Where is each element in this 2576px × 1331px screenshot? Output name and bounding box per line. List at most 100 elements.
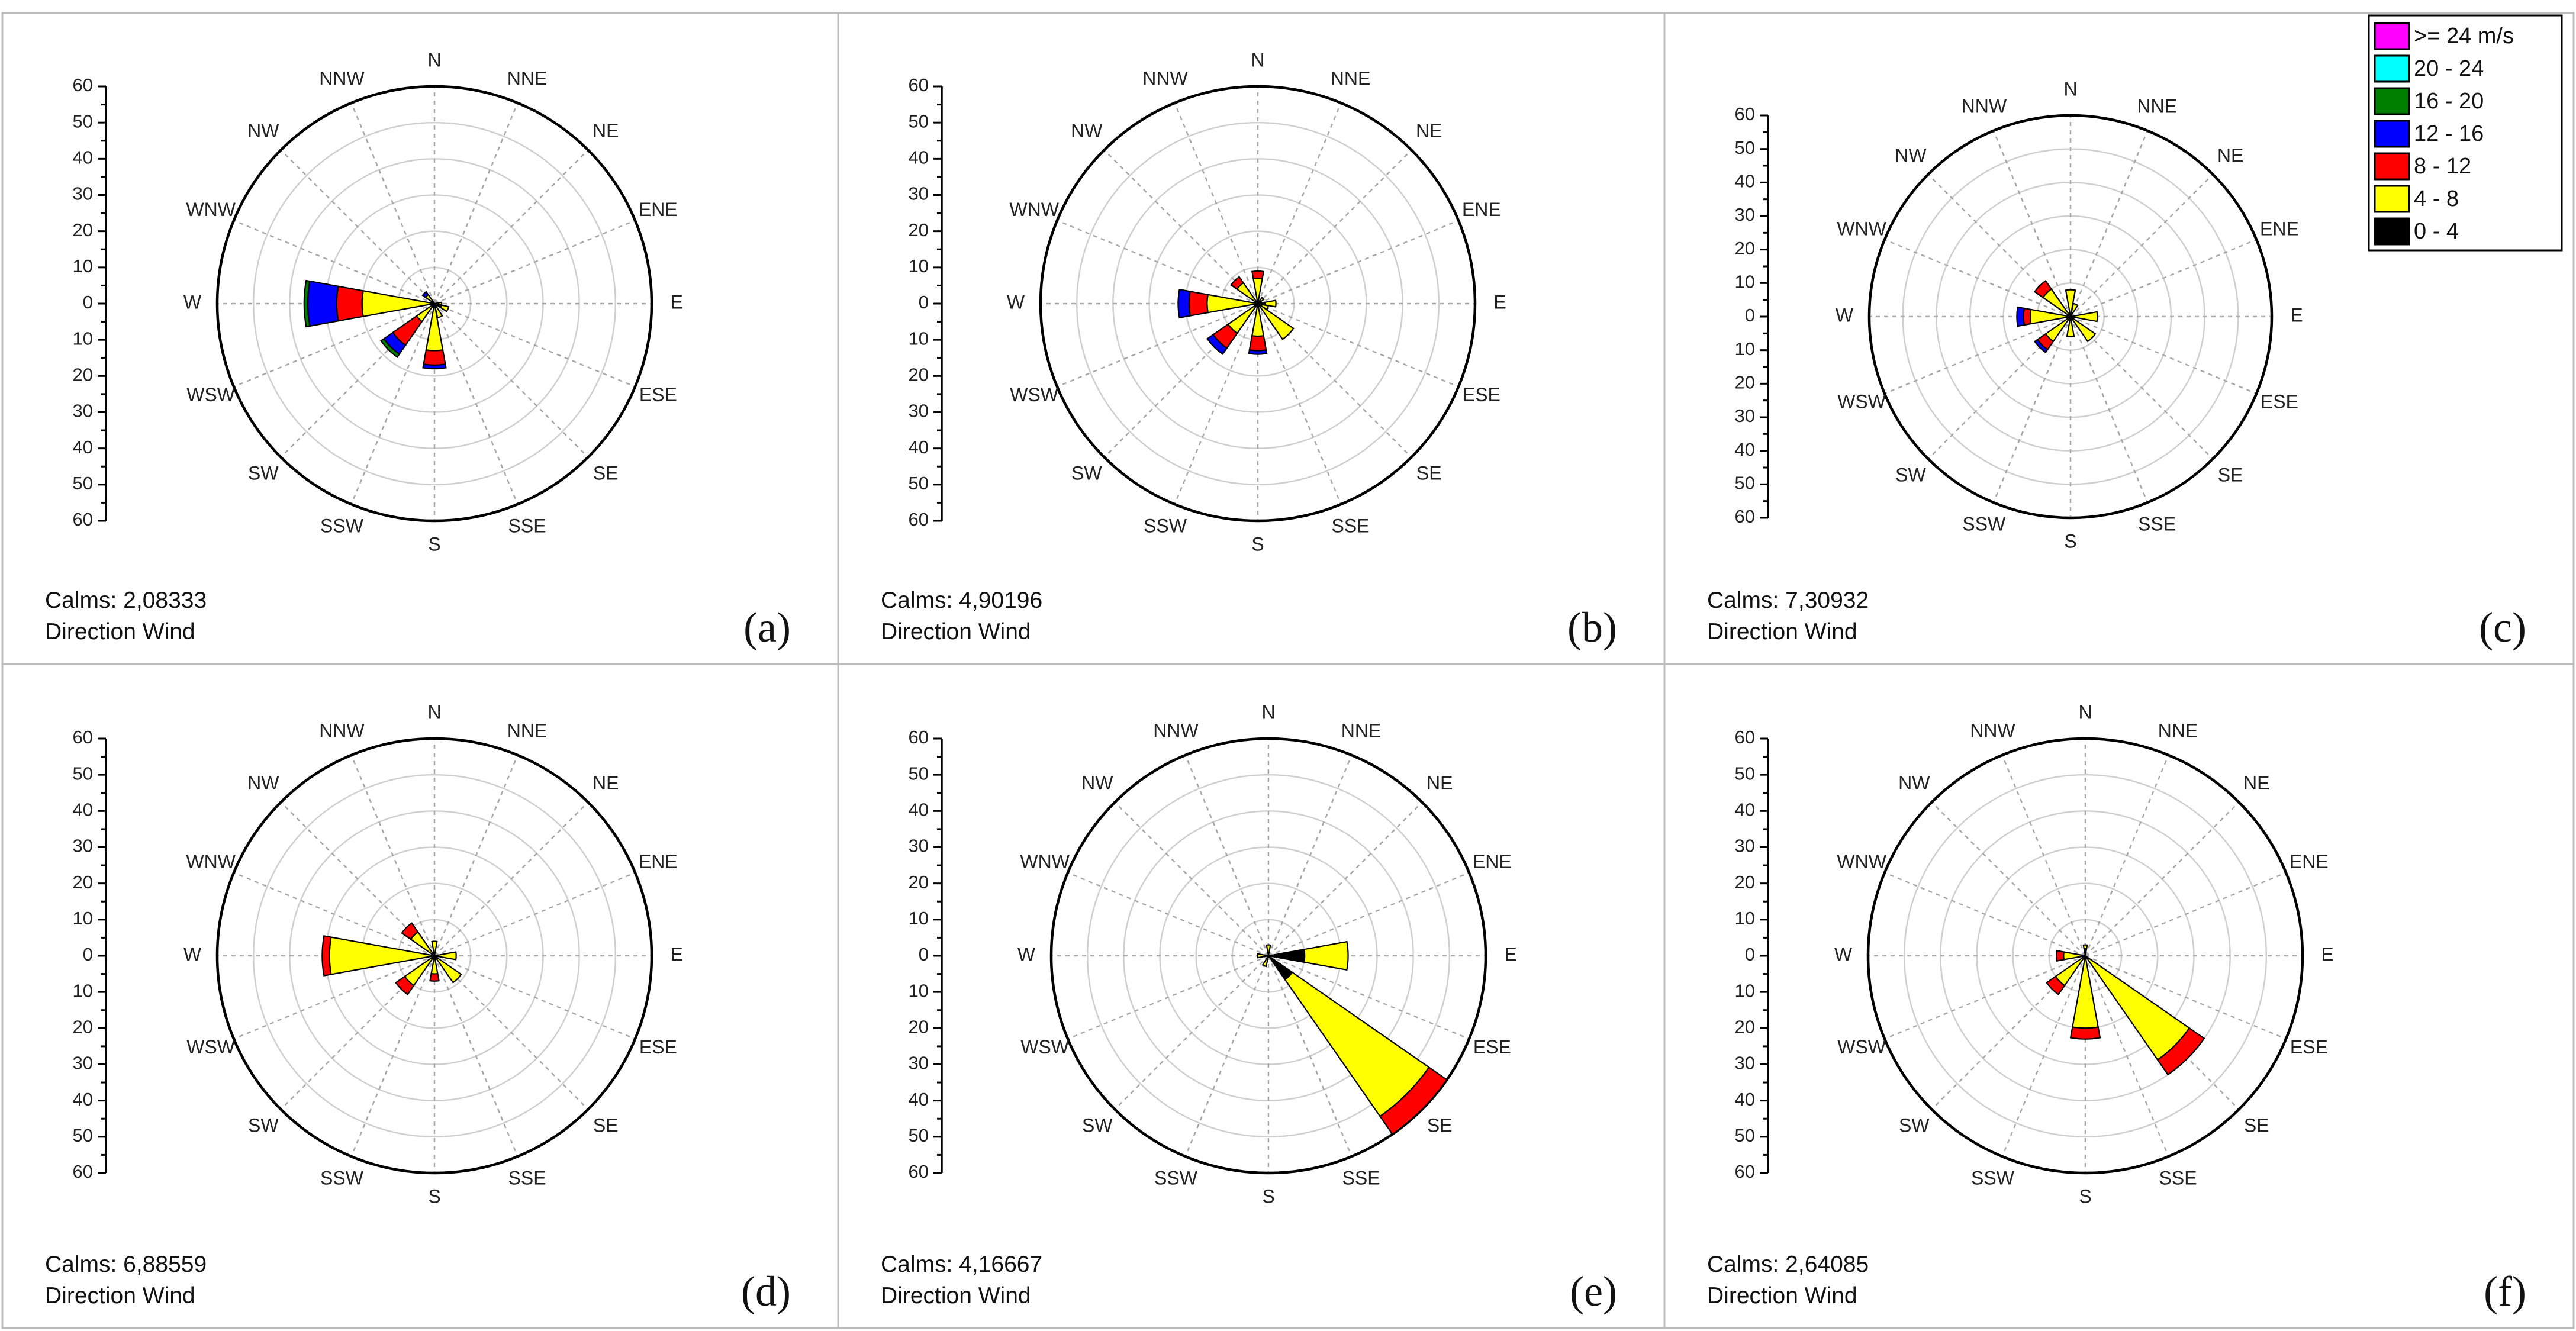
direction-label-nnw: NNW [319, 68, 365, 89]
direction-label-ese: ESE [1463, 384, 1500, 405]
direction-label-ne: NE [593, 120, 619, 141]
direction-label-sw: SW [248, 463, 279, 484]
direction-label-e: E [1493, 291, 1506, 312]
petal-s-bin-3 [1248, 349, 1268, 355]
direction-label-n: N [1261, 701, 1275, 723]
axis-tick-label: 10 [1735, 339, 1755, 359]
petal-w-bin-3 [1177, 288, 1191, 319]
spoke-sse [1257, 303, 1342, 505]
spoke-nnw [2001, 755, 2086, 956]
direction-label-s: S [2079, 1185, 2091, 1207]
outer-circle [1039, 85, 1477, 523]
axis-tick-label: 30 [909, 183, 929, 204]
panel-frame [1, 12, 839, 665]
outer-circle [1866, 737, 2304, 1175]
spoke-nw [280, 149, 435, 304]
axis-tick-label: 50 [73, 111, 93, 131]
spoke-nnw [350, 102, 436, 304]
axis-tick-label: 50 [909, 1125, 929, 1146]
direction-label-s: S [1251, 533, 1264, 555]
axis-tick-label: 60 [73, 509, 93, 530]
axis-tick-label: 0 [83, 944, 93, 965]
direction-label-ne: NE [1416, 120, 1442, 141]
spoke-wsw [1884, 315, 2071, 395]
direction-label-ne: NE [2217, 144, 2243, 166]
axis-tick-label: 30 [909, 836, 929, 856]
axis-tick-label: 10 [73, 980, 93, 1001]
axis-tick-label: 50 [1735, 1125, 1755, 1146]
axis-tick-label: 0 [1745, 305, 1755, 326]
direction-label-w: W [183, 943, 202, 965]
axis-tick-label: 30 [1735, 204, 1755, 225]
direction-label-nne: NNE [507, 720, 548, 742]
panel-tag: (f) [2484, 1268, 2526, 1315]
direction-label-ne: NE [1427, 772, 1453, 794]
direction-label-sse: SSE [508, 515, 546, 536]
petal-n-bin-1 [2082, 944, 2088, 950]
petal-e-bin-1 [437, 301, 443, 306]
direction-label-se: SE [1427, 1115, 1453, 1136]
spoke-wsw [233, 302, 435, 388]
spoke-wsw [1057, 302, 1258, 388]
grid-circle [252, 774, 617, 1138]
axis-tick-label: 50 [909, 111, 929, 131]
direction-label-e: E [2290, 304, 2303, 326]
grid-circle [1076, 121, 1440, 486]
direction-label-ssw: SSW [1971, 1167, 2015, 1188]
direction-label-wnw: WNW [1837, 218, 1886, 239]
direction-label-sw: SW [248, 1115, 279, 1136]
petal-w-bin-2 [1188, 291, 1209, 317]
direction-label-s: S [428, 1185, 440, 1207]
spoke-ne [1257, 149, 1412, 304]
direction-label-se: SE [1416, 463, 1442, 484]
direction-label-ne: NE [593, 772, 619, 794]
spoke-se [434, 955, 589, 1110]
spoke-ssw [2001, 955, 2086, 1157]
grid-circle [1086, 774, 1451, 1138]
spoke-wsw [1067, 955, 1269, 1040]
axis-tick-label: 50 [909, 473, 929, 494]
direction-label-se: SE [593, 463, 619, 484]
petal-ne-bin-1 [1258, 297, 1265, 303]
calms-text: Calms: 2,08333 [45, 588, 207, 613]
spoke-sw [1114, 955, 1269, 1110]
axis-tick-label: 30 [73, 183, 93, 204]
direction-label-s: S [428, 533, 440, 555]
spoke-ese [1268, 955, 1470, 1040]
petal-sse-bin-1 [434, 305, 443, 319]
spoke-ssw [1184, 955, 1270, 1157]
axis-tick-label: 60 [73, 75, 93, 95]
spoke-ssw [350, 955, 436, 1157]
spoke-ne [434, 149, 589, 304]
axis-tick-label: 10 [1735, 980, 1755, 1001]
spoke-sse [2084, 955, 2169, 1157]
direction-label-sse: SSE [2159, 1167, 2197, 1188]
axis-tick-label: 0 [919, 944, 929, 965]
direction-label-ene: ENE [2260, 218, 2299, 239]
axis-tick-label: 60 [909, 727, 929, 747]
panel-c: N NNE NE ENE E ESE SE SSE S SSW SW WSW W WNW NW NNW 60 50… [1663, 12, 2575, 665]
spoke-ne [1268, 801, 1423, 956]
petal-s-bin-1 [2066, 319, 2075, 338]
petal-w-bin-2 [2055, 950, 2065, 962]
spoke-ese [1257, 302, 1459, 388]
spoke-nne [1257, 102, 1342, 304]
direction-label-ese: ESE [2261, 391, 2298, 412]
direction-label-ssw: SSW [320, 1167, 364, 1188]
caption-text: Direction Wind [45, 1283, 195, 1309]
spoke-sse [2069, 316, 2149, 503]
axis-tick-label: 20 [73, 1017, 93, 1037]
direction-label-wsw: WSW [1837, 1036, 1886, 1058]
direction-label-nnw: NNW [1142, 68, 1188, 89]
spoke-wnw [1067, 872, 1269, 957]
axis-tick-label: 10 [1735, 908, 1755, 929]
axis-tick-label: 50 [73, 1125, 93, 1146]
axis-tick-label: 40 [73, 437, 93, 457]
direction-label-sw: SW [1071, 463, 1102, 484]
direction-label-w: W [1836, 304, 1854, 326]
petal-e-bin-1 [437, 951, 457, 961]
direction-label-ene: ENE [639, 851, 678, 872]
direction-label-wnw: WNW [1020, 851, 1070, 872]
spoke-nnw [1184, 755, 1270, 956]
spoke-nnw [1992, 130, 2072, 317]
